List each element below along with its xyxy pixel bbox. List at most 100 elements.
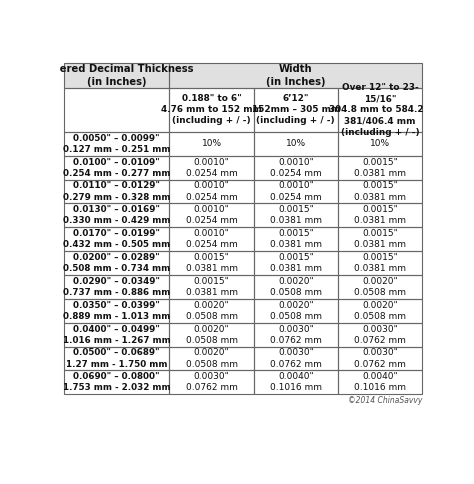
- Bar: [169, 227, 254, 251]
- Text: 0.0130" – 0.0169"
0.330 mm - 0.429 mm: 0.0130" – 0.0169" 0.330 mm - 0.429 mm: [63, 205, 170, 226]
- Bar: [64, 203, 169, 227]
- Text: 0.0010"
0.0254 mm: 0.0010" 0.0254 mm: [270, 182, 322, 201]
- Bar: [169, 88, 254, 132]
- Text: 10%: 10%: [286, 139, 306, 148]
- Bar: [169, 275, 254, 299]
- Bar: [64, 299, 169, 323]
- Bar: [169, 180, 254, 203]
- Text: 0.0010"
0.0254 mm: 0.0010" 0.0254 mm: [186, 158, 237, 178]
- Text: Ordered Decimal Thickness
(in Inches): Ordered Decimal Thickness (in Inches): [39, 64, 194, 87]
- Bar: [338, 132, 422, 156]
- Bar: [254, 251, 338, 275]
- Text: 0.0015"
0.0381 mm: 0.0015" 0.0381 mm: [270, 229, 322, 249]
- Bar: [254, 156, 338, 180]
- Text: 0.0015"
0.0381 mm: 0.0015" 0.0381 mm: [354, 158, 406, 178]
- Bar: [64, 88, 169, 132]
- Bar: [338, 370, 422, 394]
- Text: 0.0010"
0.0254 mm: 0.0010" 0.0254 mm: [186, 229, 237, 249]
- Text: 10%: 10%: [370, 139, 390, 148]
- Text: 0.0030"
0.0762 mm: 0.0030" 0.0762 mm: [354, 348, 406, 368]
- Text: 0.0500" – 0.0689"
1.27 mm - 1.750 mm: 0.0500" – 0.0689" 1.27 mm - 1.750 mm: [66, 348, 167, 368]
- Bar: [169, 347, 254, 370]
- Bar: [64, 251, 169, 275]
- Text: 0.0100" – 0.0109"
0.254 mm - 0.277 mm: 0.0100" – 0.0109" 0.254 mm - 0.277 mm: [63, 158, 170, 178]
- Text: 0.0015"
0.0381 mm: 0.0015" 0.0381 mm: [354, 205, 406, 226]
- Text: 10%: 10%: [201, 139, 222, 148]
- Text: Over 12" to 23-
15/16"
304.8 mm to 584.2 -
381/406.4 mm
(including + / -): Over 12" to 23- 15/16" 304.8 mm to 584.2…: [329, 83, 431, 136]
- Bar: [64, 156, 169, 180]
- Bar: [338, 275, 422, 299]
- Bar: [254, 299, 338, 323]
- Bar: [254, 227, 338, 251]
- Bar: [169, 203, 254, 227]
- Bar: [254, 88, 338, 132]
- Text: 0.0015"
0.0381 mm: 0.0015" 0.0381 mm: [270, 205, 322, 226]
- Text: 0.0015"
0.0381 mm: 0.0015" 0.0381 mm: [354, 182, 406, 201]
- Bar: [64, 132, 169, 156]
- Bar: [169, 62, 422, 88]
- Text: 0.0015"
0.0381 mm: 0.0015" 0.0381 mm: [185, 253, 237, 273]
- Bar: [254, 132, 338, 156]
- Bar: [254, 347, 338, 370]
- Text: 0.0015"
0.0381 mm: 0.0015" 0.0381 mm: [354, 229, 406, 249]
- Text: 0.0015"
0.0381 mm: 0.0015" 0.0381 mm: [185, 277, 237, 297]
- Bar: [254, 203, 338, 227]
- Text: 0.0400" – 0.0499"
1.016 mm - 1.267 mm: 0.0400" – 0.0499" 1.016 mm - 1.267 mm: [63, 325, 171, 345]
- Text: 0.0040"
0.1016 mm: 0.0040" 0.1016 mm: [354, 372, 406, 393]
- Text: 0.0015"
0.0381 mm: 0.0015" 0.0381 mm: [270, 253, 322, 273]
- Text: 0.0020"
0.0508 mm: 0.0020" 0.0508 mm: [185, 301, 237, 321]
- Text: 0.0020"
0.0508 mm: 0.0020" 0.0508 mm: [185, 325, 237, 345]
- Bar: [64, 370, 169, 394]
- Text: 0.0200" – 0.0289"
0.508 mm - 0.734 mm: 0.0200" – 0.0289" 0.508 mm - 0.734 mm: [63, 253, 170, 273]
- Text: 0.0020"
0.0508 mm: 0.0020" 0.0508 mm: [270, 301, 322, 321]
- Text: 0.0020"
0.0508 mm: 0.0020" 0.0508 mm: [354, 301, 406, 321]
- Text: 0.0020"
0.0508 mm: 0.0020" 0.0508 mm: [270, 277, 322, 297]
- Text: 0.0015"
0.0381 mm: 0.0015" 0.0381 mm: [354, 253, 406, 273]
- Bar: [64, 347, 169, 370]
- Text: 0.0690" – 0.0800"
1.753 mm - 2.032 mm: 0.0690" – 0.0800" 1.753 mm - 2.032 mm: [63, 372, 170, 393]
- Bar: [338, 251, 422, 275]
- Bar: [338, 88, 422, 132]
- Text: 0.0010"
0.0254 mm: 0.0010" 0.0254 mm: [186, 205, 237, 226]
- Text: 0.0040"
0.1016 mm: 0.0040" 0.1016 mm: [270, 372, 322, 393]
- Bar: [169, 132, 254, 156]
- Bar: [254, 180, 338, 203]
- Text: 0.0010"
0.0254 mm: 0.0010" 0.0254 mm: [270, 158, 322, 178]
- Text: ©2014 ChinaSavvy: ©2014 ChinaSavvy: [348, 396, 422, 405]
- Text: 0.0020"
0.0508 mm: 0.0020" 0.0508 mm: [185, 348, 237, 368]
- Bar: [338, 203, 422, 227]
- Bar: [169, 156, 254, 180]
- Bar: [169, 323, 254, 347]
- Text: 0.0350" – 0.0399"
0.889 mm - 1.013 mm: 0.0350" – 0.0399" 0.889 mm - 1.013 mm: [63, 301, 170, 321]
- Bar: [169, 62, 422, 88]
- Bar: [64, 62, 169, 88]
- Text: 0.0030"
0.0762 mm: 0.0030" 0.0762 mm: [270, 348, 322, 368]
- Bar: [64, 62, 169, 88]
- Text: Width
(in Inches): Width (in Inches): [266, 64, 326, 87]
- Bar: [338, 299, 422, 323]
- Text: 0.0050" – 0.0099"
0.127 mm - 0.251 mm: 0.0050" – 0.0099" 0.127 mm - 0.251 mm: [63, 134, 170, 154]
- Bar: [64, 227, 169, 251]
- Text: 0.0110" – 0.0129"
0.279 mm - 0.328 mm: 0.0110" – 0.0129" 0.279 mm - 0.328 mm: [63, 182, 170, 201]
- Text: 0.0030"
0.0762 mm: 0.0030" 0.0762 mm: [354, 325, 406, 345]
- Bar: [338, 227, 422, 251]
- Bar: [169, 299, 254, 323]
- Text: 0.0030"
0.0762 mm: 0.0030" 0.0762 mm: [186, 372, 237, 393]
- Bar: [338, 323, 422, 347]
- Bar: [64, 323, 169, 347]
- Bar: [169, 251, 254, 275]
- Bar: [64, 180, 169, 203]
- Bar: [64, 275, 169, 299]
- Bar: [254, 323, 338, 347]
- Bar: [169, 370, 254, 394]
- Text: 0.0010"
0.0254 mm: 0.0010" 0.0254 mm: [186, 182, 237, 201]
- Text: 0.0030"
0.0762 mm: 0.0030" 0.0762 mm: [270, 325, 322, 345]
- Bar: [254, 370, 338, 394]
- Bar: [254, 275, 338, 299]
- Text: 0.0020"
0.0508 mm: 0.0020" 0.0508 mm: [354, 277, 406, 297]
- Text: 0.0290" – 0.0349"
0.737 mm - 0.886 mm: 0.0290" – 0.0349" 0.737 mm - 0.886 mm: [63, 277, 170, 297]
- Bar: [338, 347, 422, 370]
- Text: 6’12"
152mm – 305 mm
(including + / -): 6’12" 152mm – 305 mm (including + / -): [252, 94, 340, 125]
- Text: 0.0170" – 0.0199"
0.432 mm - 0.505 mm: 0.0170" – 0.0199" 0.432 mm - 0.505 mm: [63, 229, 170, 249]
- Text: 0.188" to 6"
4.76 mm to 152 mm
(including + / -): 0.188" to 6" 4.76 mm to 152 mm (includin…: [161, 94, 262, 125]
